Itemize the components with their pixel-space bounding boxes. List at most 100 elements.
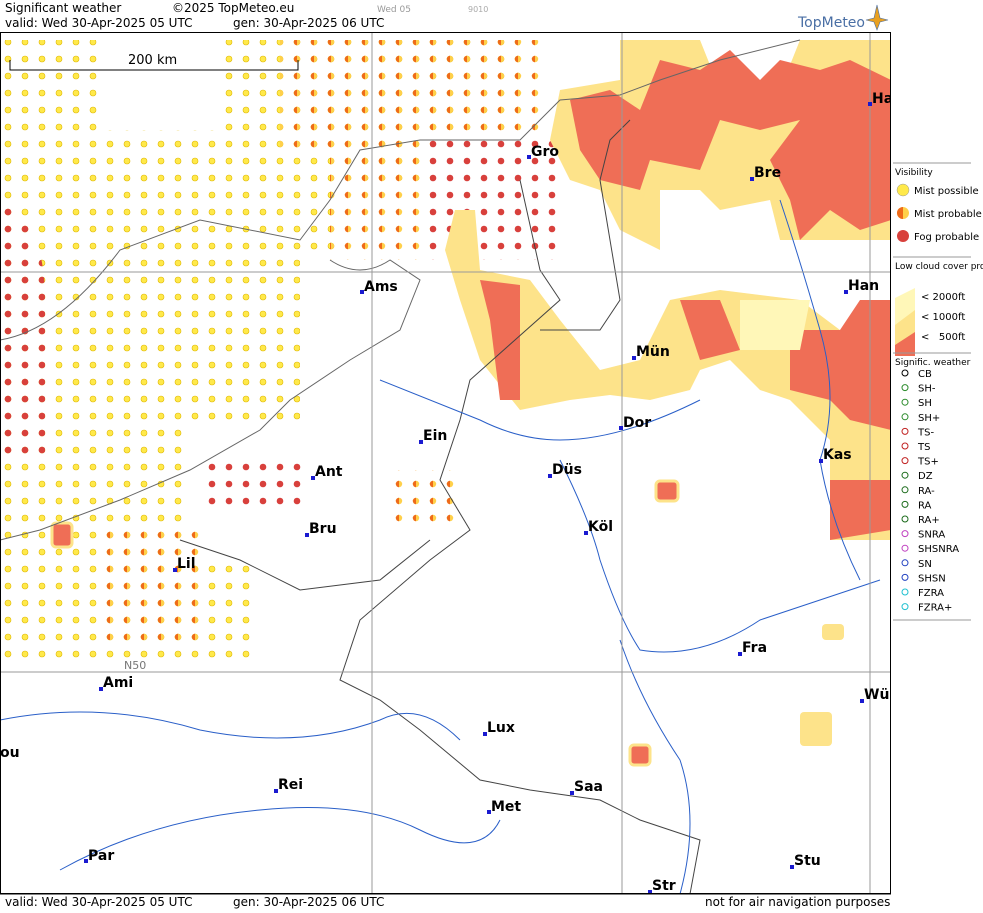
city-marker xyxy=(483,732,487,736)
header-generated: gen: 30-Apr-2025 06 UTC xyxy=(233,16,384,30)
cities: Ha Gro Bre Ams Han Mün Dor Ein Ant Düs Kas Bru Köl Li… xyxy=(0,91,893,894)
city-label: Kas xyxy=(823,447,852,463)
map: N50 200 km Ha Gro Bre Ams Han Mün Dor Ein Ant Düs… xyxy=(0,32,893,894)
weather-legend: CB SH- SH SH+ TS- TS TS+ DZ RA- RA RA+ SNRA SHSNRA SN… xyxy=(901,369,959,614)
city-label: Rei xyxy=(278,777,303,793)
city-marker xyxy=(868,102,872,106)
weather-icon xyxy=(901,500,909,508)
scale-label: 200 km xyxy=(128,53,177,68)
city-label: Bre xyxy=(754,165,781,181)
legend-item: TS+ xyxy=(917,457,939,468)
legend-item: Fog probable xyxy=(914,232,979,243)
legend-title: Visibility xyxy=(895,168,933,178)
city-marker xyxy=(648,890,652,894)
fog-cloud-area xyxy=(570,50,891,240)
fog-cloud-area xyxy=(480,280,891,540)
mist-possible-area xyxy=(0,40,520,660)
city-marker xyxy=(99,687,103,691)
footer-generated: gen: 30-Apr-2025 06 UTC xyxy=(233,895,384,909)
city-marker xyxy=(548,474,552,478)
legend-item: FZRA+ xyxy=(918,603,952,614)
legend-item: FZRA xyxy=(918,588,944,599)
city-marker xyxy=(750,177,754,181)
footer-valid: valid: Wed 30-Apr-2025 05 UTC xyxy=(5,895,192,909)
city-label: Saa xyxy=(574,779,603,795)
weather-icon xyxy=(901,559,909,567)
weather-icon xyxy=(901,544,909,552)
city-marker xyxy=(527,155,531,159)
city-label: Ami xyxy=(103,675,133,691)
city-label: Köl xyxy=(588,519,613,535)
legend-item: Mist probable xyxy=(914,209,982,220)
header-step: Wed 05 xyxy=(377,5,411,15)
city-marker xyxy=(738,652,742,656)
brand-logo xyxy=(865,4,889,31)
legend-title: Signific. weather xyxy=(895,358,971,368)
city-label: Met xyxy=(491,799,521,815)
weather-icon xyxy=(901,471,909,479)
city-marker xyxy=(632,356,636,360)
legend-item: SNRA xyxy=(918,530,945,541)
legend-item: TS xyxy=(917,442,930,453)
legend-title: Low cloud cover probable xyxy=(895,262,983,272)
weather-icon xyxy=(901,486,909,494)
mist-probable-area xyxy=(100,470,460,640)
header-title: Significant weather xyxy=(5,1,121,15)
legend-item: DZ xyxy=(918,471,933,482)
legend-item: SN xyxy=(918,559,932,570)
city-label: Ams xyxy=(364,279,398,295)
city-label: Wü xyxy=(864,687,889,703)
weather-icon xyxy=(901,573,909,581)
footer-note: not for air navigation purposes xyxy=(705,895,890,909)
city-marker xyxy=(860,699,864,703)
legend-item: SH- xyxy=(918,384,936,395)
city-label: Par xyxy=(88,848,114,864)
city-marker xyxy=(487,810,491,814)
legend-item: SH+ xyxy=(918,413,940,424)
weather-icon xyxy=(901,442,909,450)
city-marker xyxy=(305,533,309,537)
legend-item: < 1000ft xyxy=(921,312,965,323)
city-label: Mün xyxy=(636,344,670,360)
low-cloud-area xyxy=(445,210,891,540)
city-marker xyxy=(274,789,278,793)
city-marker xyxy=(84,859,88,863)
weather-icon xyxy=(901,530,909,538)
legend-item: TS- xyxy=(917,427,934,438)
weather-icon xyxy=(901,384,909,392)
city-marker xyxy=(570,791,574,795)
legend: Visibility Mist possible Mist probable F… xyxy=(893,162,983,621)
city-marker xyxy=(173,568,177,572)
header-valid: valid: Wed 30-Apr-2025 05 UTC xyxy=(5,16,192,30)
weather-icon xyxy=(901,457,909,465)
legend-item: SH xyxy=(918,398,932,409)
legend-title: Low cloud cover probable xyxy=(895,262,983,272)
city-label: Fra xyxy=(742,640,767,656)
brand: TopMeteo xyxy=(797,15,865,31)
weather-icon xyxy=(901,427,909,435)
city-label: Gro xyxy=(531,144,559,160)
city-label: Bru xyxy=(309,521,337,537)
city-label: Ha xyxy=(872,91,893,107)
header-code: 9010 xyxy=(468,5,488,14)
weather-icon xyxy=(901,603,909,611)
city-label: Ant xyxy=(315,464,343,480)
legend-item: Mist possible xyxy=(914,186,979,197)
legend-item: RA- xyxy=(918,486,935,497)
city-label: Düs xyxy=(552,462,582,478)
weather-icon xyxy=(901,413,909,421)
legend-item: RA+ xyxy=(918,515,940,526)
weather-icon xyxy=(901,398,909,406)
legend-item: RA xyxy=(918,500,932,511)
fog-area xyxy=(0,200,45,460)
city-label: Str xyxy=(652,878,676,894)
city-marker xyxy=(584,531,588,535)
mist-probable-area xyxy=(280,40,540,260)
legend-item: SHSNRA xyxy=(918,544,959,555)
city-label: ou xyxy=(0,745,20,761)
city-label: Lux xyxy=(487,720,515,736)
legend-item: SHSN xyxy=(918,573,946,584)
city-label: Lil xyxy=(177,556,196,572)
city-label: Ein xyxy=(423,428,447,444)
